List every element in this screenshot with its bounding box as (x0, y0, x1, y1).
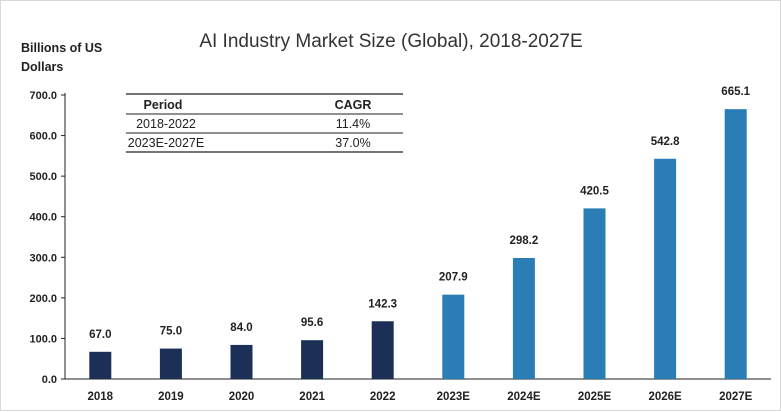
bar-2027e (724, 109, 747, 380)
y-tick-label: 600.0 (29, 131, 57, 143)
chart-title: AI Industry Market Size (Global), 2018-2… (199, 31, 582, 52)
y-tick-label: 500.0 (29, 171, 57, 183)
data-label-2026e: 542.8 (651, 136, 680, 148)
x-tick-label-2020: 2020 (229, 391, 255, 403)
x-tick-label-2027e: 2027E (719, 391, 753, 403)
data-label-2018: 67.0 (89, 329, 111, 341)
y-tick-label: 700.0 (29, 90, 57, 102)
y-tick-label: 400.0 (29, 212, 57, 224)
table-row-1-cagr: 11.4% (336, 117, 371, 131)
table-row-2-period: 2023E-2027E (128, 136, 204, 150)
x-tick-label-2025e: 2025E (578, 391, 612, 403)
bar-2022 (371, 321, 394, 379)
y-tick-label: 200.0 (29, 293, 57, 305)
y-tick-label: 0.0 (42, 374, 57, 386)
table-row-2-cagr: 37.0% (335, 136, 370, 150)
x-tick-label-2019: 2019 (158, 391, 184, 403)
x-tick-label-2021: 2021 (299, 391, 325, 403)
data-label-2027e: 665.1 (721, 86, 750, 98)
y-tick-label: 300.0 (29, 252, 57, 264)
table-header-cagr: CAGR (335, 98, 372, 112)
cagr-table: Period CAGR 2018-2022 11.4% 2023E-2027E … (126, 93, 403, 153)
y-axis-ticks: 0.0 100.0 200.0 300.0 400.0 500.0 600.0 700.0 (29, 90, 65, 386)
bar-2026e (654, 158, 677, 379)
bar-2023e (442, 294, 465, 379)
bar-2024e (512, 258, 535, 379)
bar-2021 (301, 340, 324, 379)
x-tick-label-2018: 2018 (88, 391, 114, 403)
x-tick-label-2024e: 2024E (507, 391, 541, 403)
y-axis-label-line-1: Billions of US (21, 41, 102, 55)
data-label-2025e: 420.5 (580, 185, 609, 197)
y-tick-label: 100.0 (29, 333, 57, 345)
table-row-1-period: 2018-2022 (136, 117, 196, 131)
table-header-period: Period (144, 98, 183, 112)
y-axis-label-line-2: Dollars (21, 60, 63, 74)
x-tick-label-2026e: 2026E (648, 391, 682, 403)
data-label-2022: 142.3 (368, 298, 397, 310)
data-label-2019: 75.0 (160, 326, 182, 338)
bar-2025e (583, 208, 606, 379)
x-tick-label-2022: 2022 (370, 391, 396, 403)
data-label-2023e: 207.9 (439, 272, 468, 284)
bar-2020 (230, 344, 253, 379)
bar-2018 (89, 351, 112, 379)
data-label-2024e: 298.2 (510, 235, 539, 247)
bar-2019 (159, 348, 182, 379)
data-label-2020: 84.0 (230, 322, 252, 334)
data-label-2021: 95.6 (301, 317, 323, 329)
x-tick-label-2023e: 2023E (437, 391, 471, 403)
bars-group: 67.0 2018 75.0 2019 84.0 2020 95.6 2021 142.3 202… (88, 86, 753, 403)
